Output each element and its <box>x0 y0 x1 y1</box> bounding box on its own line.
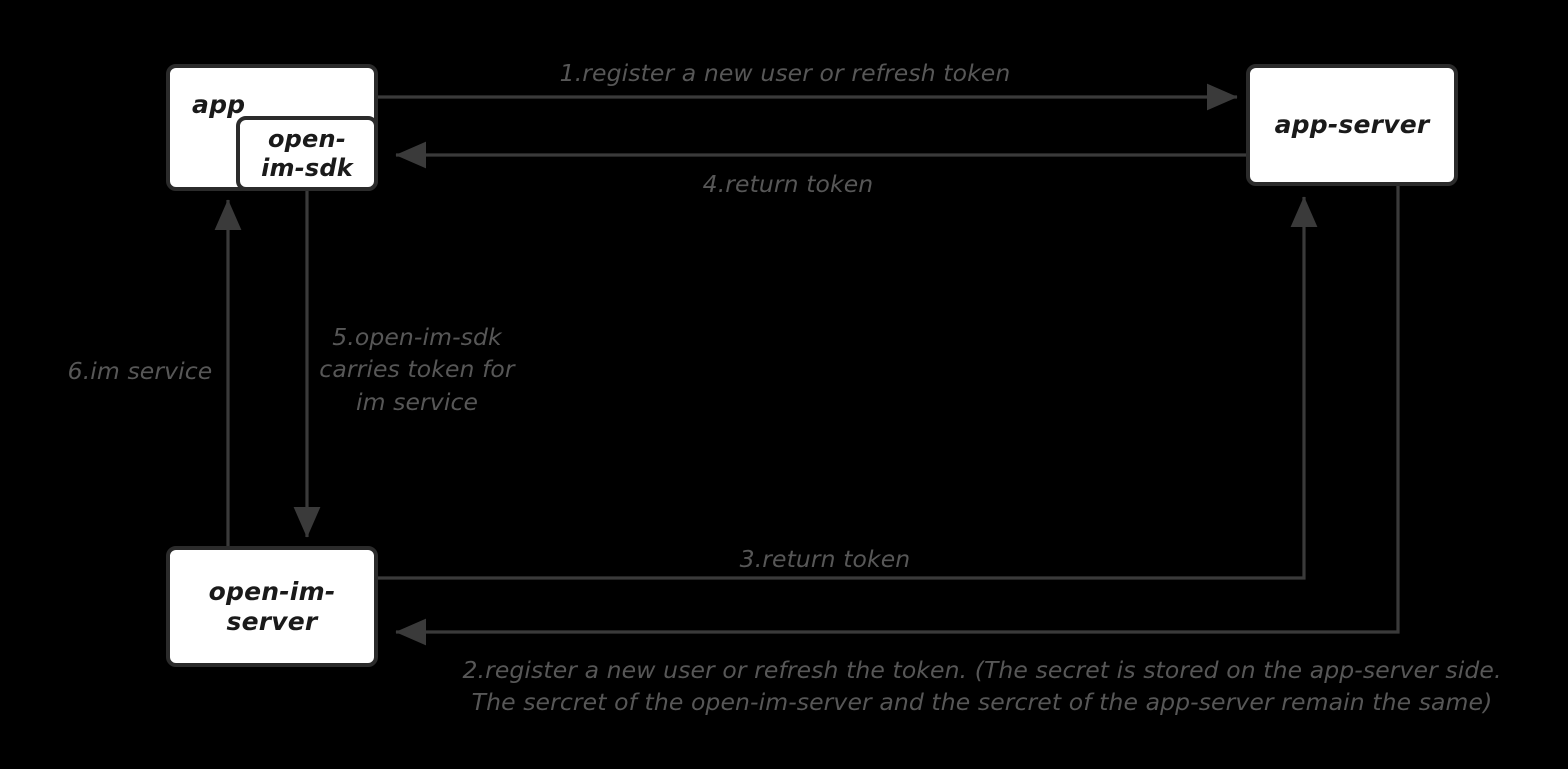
node-open-im-server-label: open-im- server <box>208 577 336 636</box>
node-open-im-server[interactable]: open-im- server <box>166 546 378 667</box>
node-open-im-sdk[interactable]: open- im-sdk <box>236 116 378 191</box>
connector-edge-3 <box>378 196 1318 580</box>
edge-label-4: 4.return token <box>702 170 874 198</box>
node-app-server[interactable]: app-server <box>1246 64 1458 186</box>
edge-label-6: 6.im service <box>67 357 213 385</box>
connector-edge-2 <box>395 186 1400 646</box>
edge-label-2: 2.register a new user or refresh the tok… <box>462 656 1502 717</box>
edge-label-5: 5.open-im-sdk carries token for im servi… <box>319 323 515 416</box>
node-app-label: app <box>192 90 246 119</box>
edge-label-3: 3.return token <box>739 545 911 573</box>
node-app-server-label: app-server <box>1274 110 1430 140</box>
node-open-im-sdk-label: open- im-sdk <box>261 125 353 182</box>
edge-label-1: 1.register a new user or refresh token <box>559 59 1011 87</box>
